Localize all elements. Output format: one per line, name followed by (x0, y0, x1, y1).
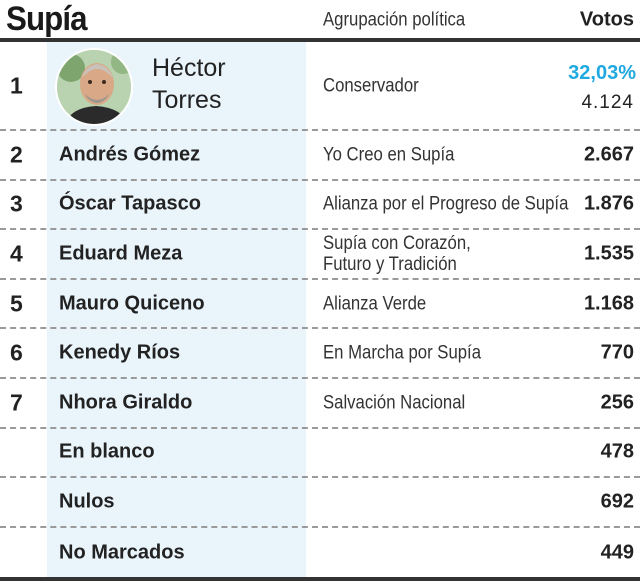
candidate-name: Nhora Giraldo (59, 391, 193, 414)
table-row: 7 Nhora Giraldo Salvación Nacional 256 (0, 379, 640, 429)
party-name: En Marcha por Supía (323, 342, 482, 364)
vote-count: 478 (600, 440, 634, 463)
party-name: Yo Creo en Supía (323, 144, 455, 166)
candidate-name: Mauro Quiceno (59, 292, 205, 315)
winner-last-name: Torres (152, 86, 222, 114)
vote-count: 692 (600, 490, 634, 513)
table-row: 6 Kenedy Ríos En Marcha por Supía 770 (0, 329, 640, 379)
table-row: 4 Eduard Meza Supía con Corazón, Futuro … (0, 230, 640, 280)
candidate-name: Kenedy Ríos (59, 341, 181, 364)
table-row-unmarked-votes: No Marcados 449 (0, 528, 640, 578)
category-name: Nulos (59, 490, 115, 513)
winner-votes: 4.124 (581, 92, 634, 113)
candidate-name: Eduard Meza (59, 242, 183, 265)
party-column-header: Agrupación política (323, 9, 466, 31)
category-name: En blanco (59, 440, 155, 463)
party-name: Alianza Verde (323, 293, 427, 315)
vote-count: 1.168 (583, 292, 634, 315)
votes-column-header: Votos (579, 8, 634, 31)
rank: 6 (10, 339, 23, 366)
vote-count: 1.535 (583, 242, 634, 265)
candidate-name: Óscar Tapasco (59, 192, 201, 215)
vote-count: 256 (600, 391, 634, 414)
category-name: No Marcados (59, 541, 185, 564)
party-name-line2: Futuro y Tradición (323, 253, 457, 275)
vote-count: 770 (600, 341, 634, 364)
candidate-name: Andrés Gómez (59, 143, 201, 166)
winner-percentage: 32,03% (568, 62, 636, 84)
table-row: 3 Óscar Tapasco Alianza por el Progreso … (0, 181, 640, 231)
rank: 3 (10, 190, 23, 217)
table-row-winner: 1 Héctor Torres Conservador 32,03% 4.124 (0, 42, 640, 131)
party-name-line1: Supía con Corazón, (323, 232, 471, 254)
rank: 4 (10, 240, 23, 267)
party-name: Conservador (323, 75, 419, 96)
party-name: Alianza por el Progreso de Supía (323, 193, 569, 215)
table-row-blank-votes: En blanco 478 (0, 429, 640, 479)
vote-count: 1.876 (583, 192, 634, 215)
winner-first-name: Héctor (152, 54, 226, 82)
vote-count: 2.667 (583, 143, 634, 166)
table-row: 2 Andrés Gómez Yo Creo en Supía 2.667 (0, 131, 640, 181)
rank: 5 (10, 290, 23, 317)
rank: 7 (10, 389, 23, 416)
party-name: Supía con Corazón, Futuro y Tradición (323, 233, 471, 275)
rank: 1 (10, 72, 23, 98)
party-name: Salvación Nacional (323, 392, 466, 414)
vote-count: 449 (600, 541, 634, 564)
top-divider (0, 38, 640, 42)
page-title: Supía (6, 0, 87, 38)
table-row: 5 Mauro Quiceno Alianza Verde 1.168 (0, 280, 640, 330)
avatar (55, 48, 133, 126)
results-table: 1 Héctor Torres Conservador 32,03% 4.124… (0, 42, 640, 577)
winner-name: Héctor Torres (152, 52, 226, 116)
candidate-column-highlight (47, 42, 306, 577)
table-header: Supía Agrupación política Votos (0, 0, 640, 40)
rank: 2 (10, 141, 23, 168)
table-row-null-votes: Nulos 692 (0, 478, 640, 528)
bottom-divider (0, 577, 640, 581)
